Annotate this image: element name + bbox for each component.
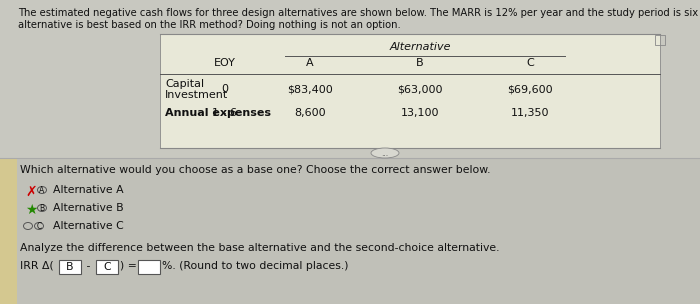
Text: Which alternative would you choose as a base one? Choose the correct answer belo: Which alternative would you choose as a … [20,165,491,175]
Text: 11,350: 11,350 [511,108,550,118]
Text: EOY: EOY [214,58,236,68]
Text: alternative is best based on the IRR method? Doing nothing is not an option.: alternative is best based on the IRR met… [18,20,400,30]
Text: -: - [83,261,94,271]
Text: $83,400: $83,400 [287,84,333,94]
Text: Capital: Capital [165,79,204,89]
Text: 1 - 6: 1 - 6 [213,108,237,118]
Text: Alternative A: Alternative A [53,185,124,195]
Bar [138,260,160,274]
Text: Alternative C: Alternative C [53,221,124,231]
Text: Analyze the difference between the base alternative and the second-choice altern: Analyze the difference between the base … [20,243,500,253]
Text: The estimated negative cash flows for three design alternatives are shown below.: The estimated negative cash flows for th… [18,8,700,18]
Bar [160,34,660,148]
Text: 0: 0 [221,84,228,94]
Text: %. (Round to two decimal places.): %. (Round to two decimal places.) [162,261,349,271]
Text: Annual expenses: Annual expenses [165,108,271,118]
Text: $63,000: $63,000 [398,84,442,94]
Text: ...: ... [382,148,388,157]
Text: ✗: ✗ [25,185,36,199]
Text: Investment: Investment [165,90,228,100]
Text: C: C [526,58,534,68]
Text: C: C [36,222,41,231]
Bar [0,158,17,304]
Text: B: B [39,204,45,213]
Text: ★: ★ [25,203,38,217]
Text: IRR Δ(: IRR Δ( [20,261,54,271]
Text: Alternative: Alternative [389,42,451,52]
Text: 13,100: 13,100 [400,108,440,118]
Text: C: C [103,262,111,272]
Text: Alternative B: Alternative B [53,203,124,213]
Text: A: A [39,186,45,195]
Text: ) =: ) = [120,261,137,271]
Text: $69,600: $69,600 [508,84,553,94]
Bar [655,35,665,45]
Bar [59,260,81,274]
Text: B: B [416,58,424,68]
Bar [96,260,118,274]
Ellipse shape [371,148,399,158]
Bar [0,158,700,304]
Text: 8,600: 8,600 [294,108,326,118]
Text: A: A [306,58,314,68]
Text: B: B [66,262,74,272]
